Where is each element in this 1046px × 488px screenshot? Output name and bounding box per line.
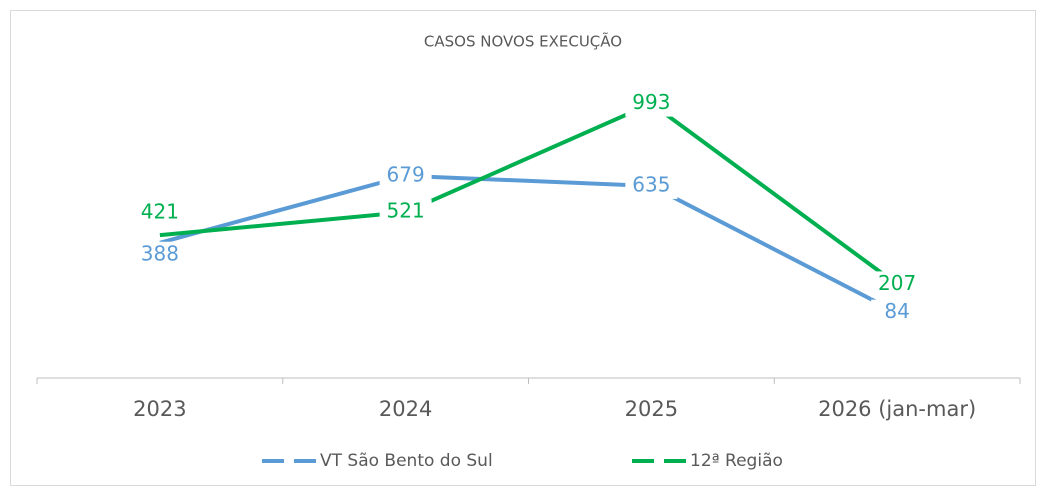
x-tick-label: 2024	[379, 397, 432, 421]
label-background	[379, 199, 432, 226]
data-label: 521	[387, 199, 425, 223]
data-label: 635	[632, 172, 670, 196]
label-background	[625, 172, 678, 199]
label-background	[133, 200, 186, 227]
x-tick-label: 2026 (jan-mar)	[818, 397, 976, 421]
series-line	[159, 101, 899, 287]
data-label: 993	[632, 90, 670, 114]
series-line	[159, 173, 899, 315]
label-background	[871, 271, 924, 298]
x-tick-label: 2025	[625, 397, 678, 421]
data-label: 421	[141, 200, 179, 224]
label-background	[625, 90, 678, 117]
x-tick-label: 2023	[133, 397, 186, 421]
data-label: 679	[387, 162, 425, 186]
data-label: 84	[884, 299, 909, 323]
label-background	[133, 241, 186, 268]
legend-label: 12ª Região	[690, 451, 783, 471]
legend-label: VT São Bento do Sul	[320, 451, 493, 471]
chart-title: CASOS NOVOS EXECUÇÃO	[424, 32, 622, 51]
data-label: 207	[878, 271, 916, 295]
data-label: 388	[141, 241, 179, 265]
label-background	[379, 162, 432, 189]
label-background	[871, 299, 924, 326]
